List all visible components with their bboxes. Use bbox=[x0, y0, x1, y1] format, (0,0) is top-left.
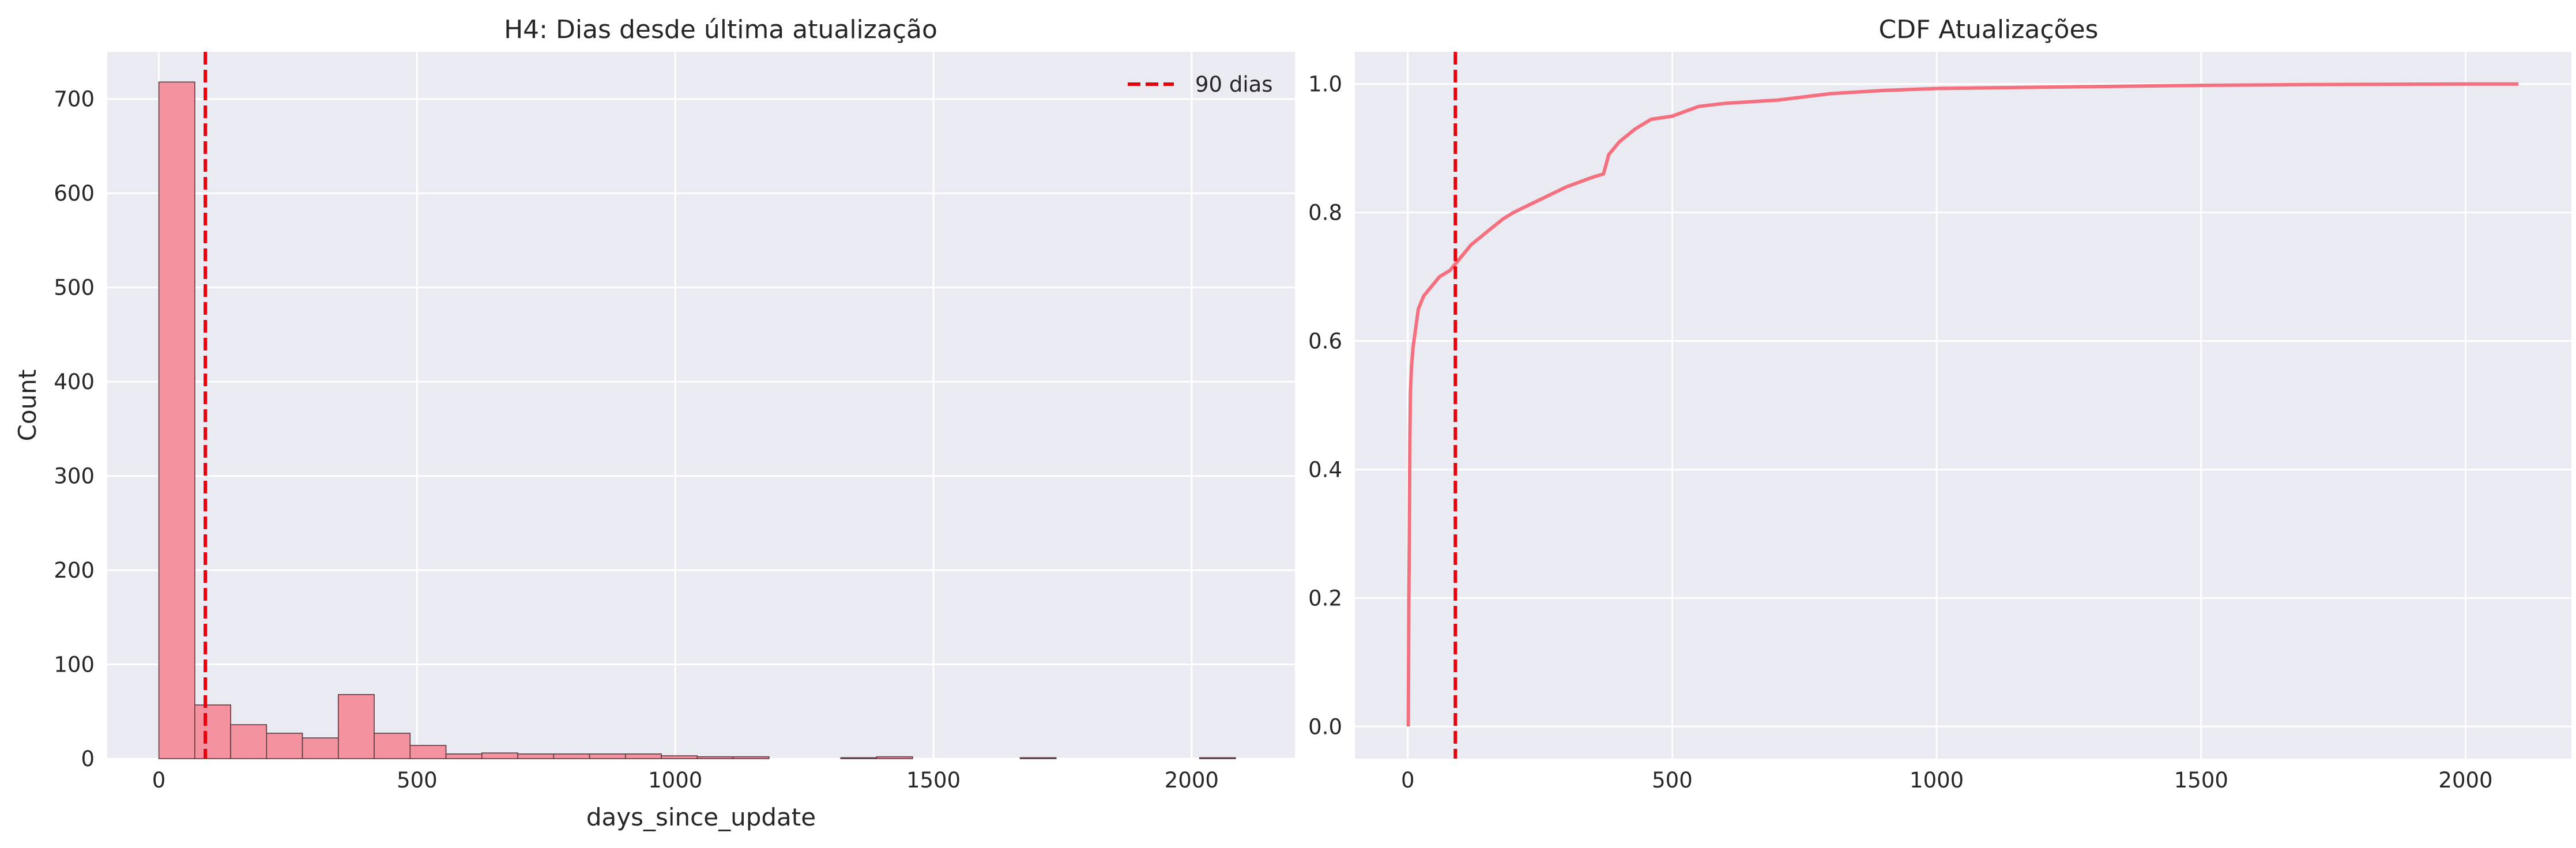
histogram-bar bbox=[517, 753, 555, 759]
histogram-bar bbox=[1019, 757, 1057, 759]
cdf-y-tick-label: 0.4 bbox=[1308, 457, 1342, 482]
cdf-plot-area bbox=[1355, 52, 2571, 759]
histogram-bar bbox=[661, 755, 698, 759]
histogram-title: H4: Dias desde última atualização bbox=[504, 15, 937, 44]
histogram-bar bbox=[481, 752, 518, 759]
histogram-x-tick-label: 0 bbox=[152, 768, 166, 793]
histogram-bar bbox=[589, 753, 626, 759]
histogram-bar bbox=[374, 733, 411, 759]
histogram-bar bbox=[230, 724, 268, 759]
cdf-x-ticks: 0 500 1000 1500 2000 bbox=[1401, 768, 2493, 793]
histogram-y-tick-label: 300 bbox=[54, 464, 95, 489]
legend-label: 90 dias bbox=[1195, 72, 1273, 97]
cdf-y-tick-label: 0.0 bbox=[1308, 714, 1342, 739]
cdf-y-ticks: 0.0 0.2 0.4 0.6 0.8 1.0 bbox=[1308, 72, 1342, 740]
histogram-bar bbox=[338, 694, 375, 759]
histogram-x-tick-label: 500 bbox=[397, 768, 438, 793]
cdf-title: CDF Atualizações bbox=[1879, 15, 2099, 44]
cdf-y-tick-label: 0.8 bbox=[1308, 201, 1342, 225]
histogram-bar bbox=[194, 704, 231, 759]
histogram-bar bbox=[840, 757, 878, 759]
histogram-bar bbox=[445, 753, 483, 759]
histogram-bar bbox=[732, 756, 770, 759]
histogram-legend: 90 dias bbox=[1128, 72, 1273, 97]
cdf-series-line bbox=[1406, 82, 2519, 727]
histogram-x-tick-label: 1500 bbox=[906, 768, 961, 793]
histogram-y-ticks: 0 100 200 300 400 500 600 700 bbox=[54, 87, 95, 771]
histogram-bar bbox=[266, 733, 303, 759]
cdf-y-tick-label: 1.0 bbox=[1308, 72, 1342, 97]
cdf-x-tick-label: 2000 bbox=[2438, 768, 2492, 793]
cdf-chart: CDF Atualizações 0 500 1000 1500 2000 0.0 0.2… bbox=[1308, 15, 2571, 793]
cdf-x-tick-label: 0 bbox=[1401, 768, 1415, 793]
histogram-y-tick-label: 500 bbox=[54, 276, 95, 300]
histogram-bar bbox=[302, 737, 339, 759]
histogram-bars bbox=[158, 81, 1236, 759]
histogram-y-tick-label: 700 bbox=[54, 87, 95, 112]
histogram-y-tick-label: 0 bbox=[81, 747, 95, 771]
histogram-bar bbox=[553, 753, 590, 759]
histogram-bar bbox=[158, 81, 195, 759]
cdf-x-tick-label: 1500 bbox=[2174, 768, 2228, 793]
histogram-plot-area bbox=[107, 52, 1295, 759]
cdf-y-tick-label: 0.2 bbox=[1308, 586, 1342, 610]
histogram-x-axis-label: days_since_update bbox=[586, 803, 816, 831]
histogram-chart: H4: Dias desde última atualização 0 500 10… bbox=[13, 15, 1295, 831]
cdf-x-tick-label: 1000 bbox=[1910, 768, 1964, 793]
cdf-y-tick-label: 0.6 bbox=[1308, 329, 1342, 354]
histogram-x-tick-label: 2000 bbox=[1165, 768, 1219, 793]
histogram-y-axis-label: Count bbox=[13, 370, 42, 442]
histogram-y-tick-label: 100 bbox=[54, 653, 95, 677]
histogram-bar bbox=[876, 756, 913, 759]
histogram-bar bbox=[1199, 757, 1236, 759]
histogram-x-tick-label: 1000 bbox=[648, 768, 702, 793]
cdf-x-tick-label: 500 bbox=[1652, 768, 1693, 793]
histogram-y-tick-label: 600 bbox=[54, 181, 95, 206]
histogram-bar bbox=[624, 753, 662, 759]
histogram-x-ticks: 0 500 1000 1500 2000 bbox=[152, 768, 1219, 793]
histogram-bar bbox=[409, 745, 447, 759]
histogram-bar bbox=[696, 756, 734, 759]
histogram-y-tick-label: 400 bbox=[54, 370, 95, 394]
histogram-y-tick-label: 200 bbox=[54, 558, 95, 583]
